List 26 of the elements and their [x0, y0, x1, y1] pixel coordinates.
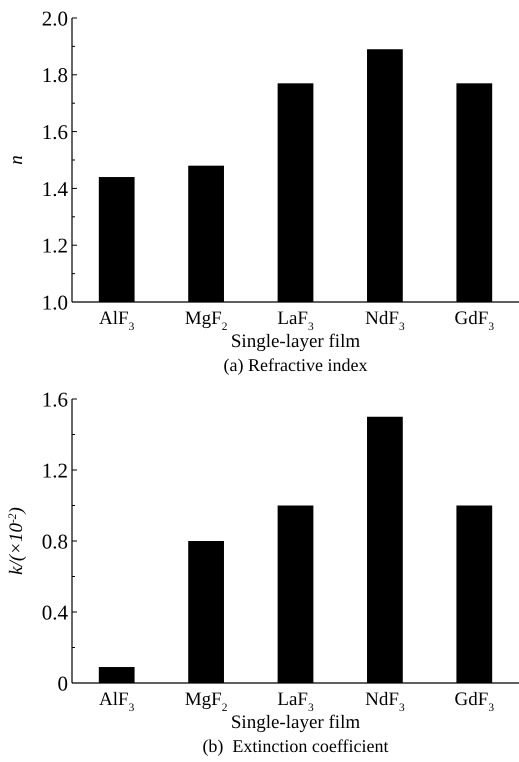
y-tick-label: 1.6 — [42, 387, 68, 412]
text: (b) Extinction coefficient — [202, 736, 389, 756]
x-tick-label: LaF$_{3}$ — [277, 308, 314, 333]
y-tick-label: 0.4 — [42, 600, 68, 624]
y-tick-label: 1.6 — [42, 120, 68, 144]
text: (a) Refractive index — [224, 355, 368, 375]
x-tick-label: AlF$_{3}$ — [99, 308, 135, 333]
y-tick-label: 1.2 — [42, 458, 68, 482]
x-tick-label: MgF$_{2}$ — [184, 308, 228, 333]
x-tick-label: MgF$_{2}$ — [184, 689, 228, 714]
x-tick-label: AlF$_{3}$ — [99, 689, 135, 714]
y-tick-label: 2.0 — [42, 6, 68, 30]
x-tick-label: LaF$_{3}$ — [277, 689, 314, 714]
x-tick-label: NdF$_{3}$ — [365, 689, 405, 714]
y-tick-label: 0 — [58, 671, 68, 696]
x-tick-label: GdF$_{3}$ — [454, 308, 494, 333]
y-axis-title: n — [6, 155, 27, 165]
y-tick-label: 1.4 — [42, 176, 68, 201]
y-tick-label: 1.2 — [42, 234, 68, 258]
y-tick-label: 1.0 — [42, 290, 68, 314]
x-axis-title: Single-layer film — [230, 331, 360, 352]
y-tick-label: 1.8 — [42, 63, 68, 88]
x-axis-title: Single-layer film — [230, 712, 360, 733]
x-tick-label: NdF$_{3}$ — [365, 308, 405, 333]
y-tick-label: 0.8 — [42, 529, 68, 554]
x-tick-label: GdF$_{3}$ — [454, 689, 494, 714]
